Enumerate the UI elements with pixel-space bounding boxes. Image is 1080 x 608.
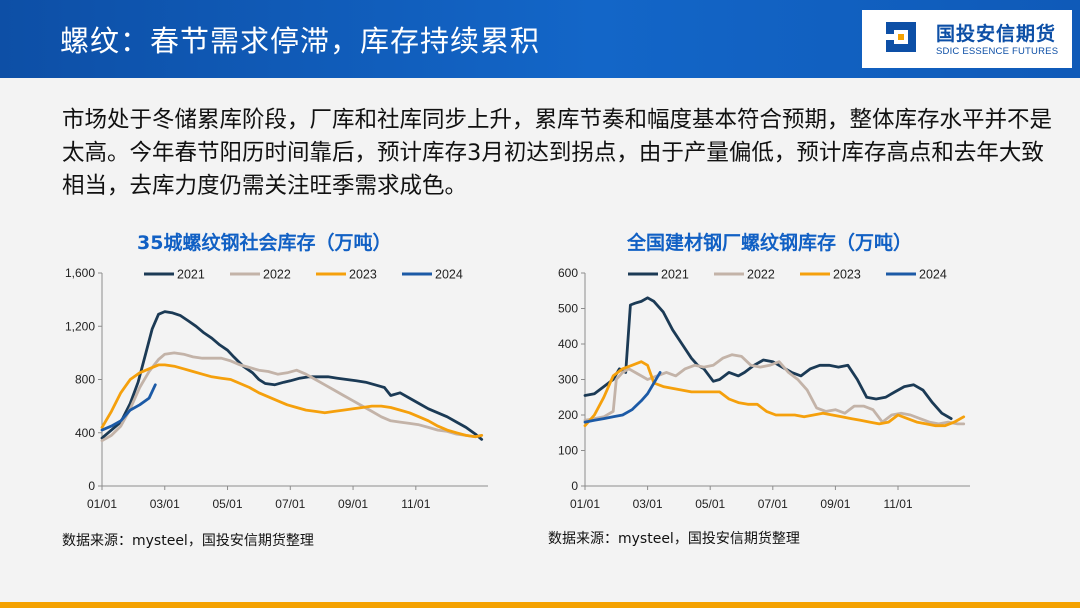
legend-label-2024: 2024 xyxy=(919,268,947,282)
x-tick-label: 01/01 xyxy=(87,497,117,511)
x-tick-label: 07/01 xyxy=(275,497,305,511)
mill-inventory-chart: 0 100 200 300 400 500 600 01/01 03/01 05/01 07/01 0… xyxy=(558,266,970,511)
y-tick-label: 400 xyxy=(558,337,578,351)
x-tick-label: 05/01 xyxy=(213,497,243,511)
x-tick-label: 01/01 xyxy=(570,497,600,511)
legend-label-2022: 2022 xyxy=(747,268,775,282)
data-source-right: 数据来源：mysteel，国投安信期货整理 xyxy=(548,531,800,547)
y-tick-label: 0 xyxy=(571,479,578,493)
social-inventory-chart: 0 400 800 1,200 1,600 01/01 03/01 05/01 07/01 09/… xyxy=(65,266,488,511)
series-line-2024 xyxy=(583,371,662,424)
header-bar: 螺纹：春节需求停滞，库存持续累积 国投安信期货 SDIC ESSENCE FUT… xyxy=(0,0,1080,78)
x-tick-label: 03/01 xyxy=(633,497,663,511)
chart-title-social-inventory: 35城螺纹钢社会库存（万吨） xyxy=(137,232,392,254)
x-tick-label: 11/01 xyxy=(401,497,430,511)
y-tick-label: 600 xyxy=(558,266,578,280)
y-tick-label: 300 xyxy=(558,373,578,387)
y-tick-label: 200 xyxy=(558,408,578,422)
bottom-accent-bar xyxy=(0,602,1080,608)
x-tick-label: 05/01 xyxy=(695,497,725,511)
series-line-2022 xyxy=(100,351,484,443)
series-line-2021 xyxy=(583,296,953,421)
series-line-2022 xyxy=(583,353,966,426)
y-tick-label: 1,200 xyxy=(65,319,95,333)
legend-label-2024: 2024 xyxy=(435,268,463,282)
y-tick-label: 100 xyxy=(558,444,578,458)
legend-label-2021: 2021 xyxy=(661,268,689,282)
legend-label-2023: 2023 xyxy=(833,268,861,282)
series-line-2023 xyxy=(100,363,484,439)
x-tick-label: 09/01 xyxy=(820,497,850,511)
logo-mark-icon xyxy=(886,22,916,52)
summary-text: 市场处于冬储累库阶段，厂库和社库同步上升，累库节奏和幅度基本符合预期，整体库存水… xyxy=(62,107,1053,199)
x-tick-label: 09/01 xyxy=(338,497,368,511)
legend-label-2023: 2023 xyxy=(349,268,377,282)
x-tick-label: 07/01 xyxy=(758,497,788,511)
x-tick-label: 03/01 xyxy=(150,497,180,511)
x-tick-label: 11/01 xyxy=(883,497,912,511)
logo-text-en: SDIC ESSENCE FUTURES xyxy=(936,46,1059,57)
y-tick-label: 800 xyxy=(75,373,95,387)
legend-label-2022: 2022 xyxy=(263,268,291,282)
legend-label-2021: 2021 xyxy=(177,268,205,282)
y-tick-label: 1,600 xyxy=(65,266,95,280)
series-line-2024 xyxy=(100,383,157,432)
logo-text-cn: 国投安信期货 xyxy=(936,23,1057,45)
data-source-left: 数据来源：mysteel，国投安信期货整理 xyxy=(62,533,314,549)
y-tick-label: 500 xyxy=(558,302,578,316)
y-tick-label: 0 xyxy=(88,479,95,493)
y-tick-label: 400 xyxy=(75,426,95,440)
page-title: 螺纹：春节需求停滞，库存持续累积 xyxy=(60,24,541,58)
series-line-2021 xyxy=(100,310,484,441)
company-logo: 国投安信期货 SDIC ESSENCE FUTURES xyxy=(862,10,1072,68)
chart-title-mill-inventory: 全国建材钢厂螺纹钢库存（万吨） xyxy=(627,232,913,254)
series-line-2023 xyxy=(583,360,966,428)
